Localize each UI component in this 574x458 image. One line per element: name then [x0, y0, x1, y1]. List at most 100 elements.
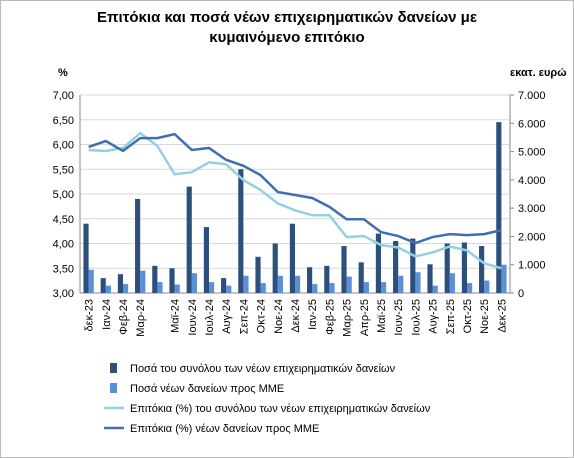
bar [496, 122, 502, 293]
bar [427, 264, 433, 293]
bar [461, 242, 467, 293]
bar [329, 283, 335, 293]
bar [341, 246, 347, 293]
legend-swatch [110, 383, 117, 393]
bar [100, 278, 106, 293]
y2-tick-label: 7.000 [518, 90, 546, 102]
bar [255, 256, 261, 293]
x-tick-label: Αυγ-25 [428, 299, 440, 334]
bar [88, 269, 94, 293]
x-tick-label: Δεκ-25 [496, 299, 508, 333]
x-tick-label: Νοε-24 [273, 299, 285, 334]
y-tick-label: 4,00 [53, 239, 74, 251]
bar [272, 243, 278, 293]
bar [117, 274, 123, 293]
y-tick-label: 3,00 [53, 288, 74, 300]
x-tick-label: Ιαν-24 [101, 299, 113, 330]
bar [312, 284, 318, 293]
x-tick-label: δεκ-23 [84, 299, 96, 331]
bar [393, 240, 399, 293]
bar [221, 278, 227, 293]
bar [140, 270, 146, 293]
bar [169, 268, 175, 293]
y-tick-label: 7,00 [53, 90, 74, 102]
y-tick-label: 5,00 [53, 189, 74, 201]
x-tick-label: Ιουν-24 [187, 299, 199, 336]
bar [363, 282, 369, 293]
bar [467, 283, 473, 293]
bar [209, 282, 215, 293]
x-tick-label: Μαϊ-24 [170, 299, 182, 333]
chart-title: Επιτόκια και ποσά νέων επιχειρηματικών δ… [97, 9, 477, 26]
x-tick-label: Ιουν-25 [393, 299, 405, 336]
legend-label: Ποσά του συνόλου των νέων επιχειρηματικώ… [130, 363, 396, 375]
legend-label: Επιτόκια (%) νέων δανείων προς ΜΜΕ [130, 423, 319, 435]
y-tick-label: 6,00 [53, 140, 74, 152]
y-tick-label: 3,50 [53, 263, 74, 275]
bar [277, 275, 283, 293]
bar [358, 262, 364, 293]
bar [203, 227, 209, 293]
y2-tick-label: 5.000 [518, 147, 546, 159]
x-tick-label: Οκτ-24 [256, 299, 268, 333]
bar [83, 223, 89, 293]
x-tick-label: Φεβ-25 [324, 299, 336, 335]
bar [479, 246, 485, 293]
x-tick-label: Ιαν-25 [307, 299, 319, 330]
y2-tick-label: 1.000 [518, 260, 546, 272]
x-tick-label: Σεπ-25 [445, 299, 457, 334]
bar [398, 275, 404, 293]
x-tick-label: Αυγ-24 [221, 299, 233, 334]
bar [501, 264, 507, 293]
bar [174, 284, 180, 293]
y2-tick-label: 3.000 [518, 203, 546, 215]
y2-axis-label: εκατ. ευρώ [510, 67, 567, 79]
bar [123, 284, 129, 293]
bar [484, 280, 490, 293]
y-tick-label: 6,50 [53, 115, 74, 127]
bar [307, 267, 313, 293]
bar [105, 285, 111, 293]
bar [346, 276, 352, 293]
x-tick-label: Απρ-25 [359, 299, 371, 336]
bar [157, 282, 163, 293]
legend-label: Ποσά νέων δανείων προς ΜΜΕ [130, 383, 284, 395]
y2-tick-label: 2.000 [518, 231, 546, 243]
bar [226, 285, 232, 293]
x-tick-label: Ιουλ-24 [204, 299, 216, 336]
line [88, 131, 502, 270]
legend-label: Επιτόκια (%) του συνόλου των νέων επιχει… [130, 403, 431, 415]
x-tick-label: Μαρ-24 [135, 299, 147, 337]
y2-tick-label: 0 [518, 288, 524, 300]
bar [324, 265, 330, 293]
x-tick-label: Φεβ-24 [118, 299, 130, 335]
bar [152, 265, 158, 293]
x-tick-label: Δεκ-24 [290, 299, 302, 333]
bar [432, 285, 438, 293]
bar [295, 275, 301, 293]
legend-swatch [110, 363, 117, 373]
x-tick-label: Οκτ-25 [462, 299, 474, 333]
y-tick-label: 5,50 [53, 164, 74, 176]
x-tick-label: Σεπ-24 [238, 299, 250, 334]
x-tick-label: Μαρ-25 [342, 299, 354, 337]
bar [186, 186, 192, 293]
bar [135, 198, 141, 293]
bar [289, 223, 295, 293]
bar [238, 169, 244, 293]
y2-tick-label: 4.000 [518, 175, 546, 187]
bar [375, 233, 381, 293]
y2-tick-label: 6.000 [518, 118, 546, 130]
bar [191, 273, 197, 293]
y-tick-label: 4,50 [53, 214, 74, 226]
x-tick-label: Ιουλ-25 [410, 299, 422, 336]
line [88, 132, 502, 245]
bar [449, 273, 455, 293]
bar [260, 283, 266, 293]
bar [243, 275, 249, 293]
y-axis-label: % [58, 67, 68, 79]
chart-title: κυμαινόμενο επιτόκιο [209, 29, 364, 46]
